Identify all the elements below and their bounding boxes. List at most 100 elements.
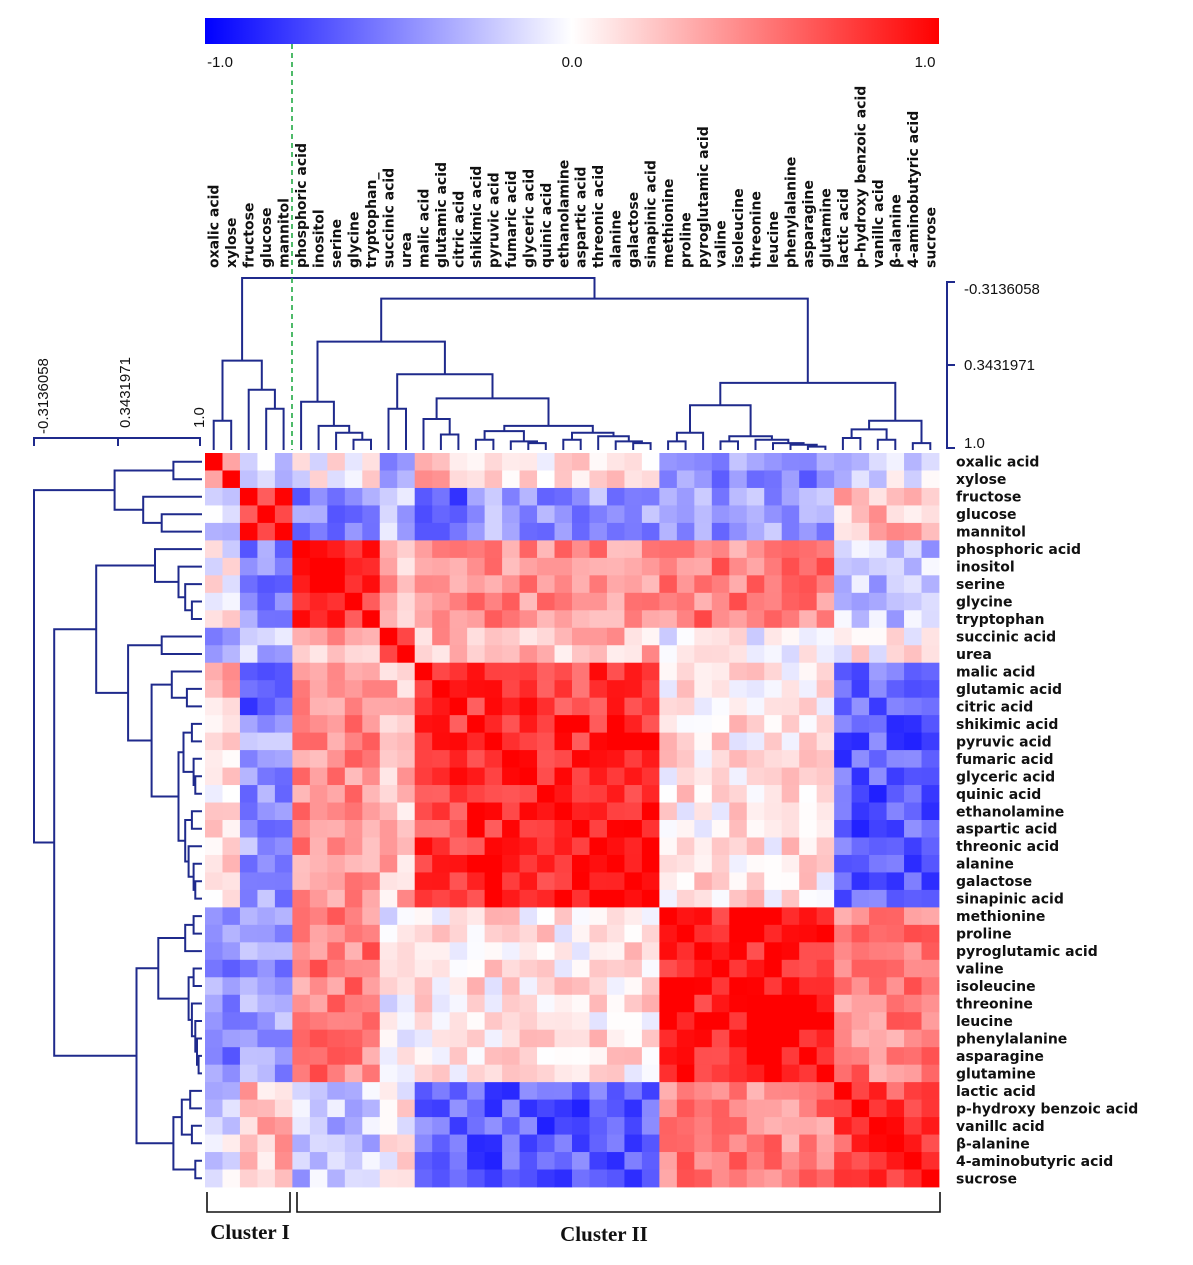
heatmap-cell — [257, 505, 276, 524]
heatmap-cell — [449, 610, 468, 629]
heatmap-cell — [257, 1082, 276, 1101]
heatmap-cell — [606, 802, 625, 821]
heatmap-cell — [327, 1012, 346, 1031]
heatmap-cell — [257, 1012, 276, 1031]
heatmap-cell — [886, 942, 905, 961]
heatmap-cell — [589, 994, 608, 1013]
heatmap-cell — [327, 453, 346, 471]
heatmap-cell — [519, 680, 538, 699]
heatmap-cell — [467, 575, 486, 594]
heatmap-cell — [327, 994, 346, 1013]
heatmap-cell — [921, 994, 940, 1013]
heatmap-cell — [904, 767, 922, 786]
heatmap-cell — [362, 1029, 381, 1048]
column-label-galactose: galactose — [626, 192, 642, 268]
heatmap-cell — [904, 557, 922, 576]
heatmap-cell — [711, 1012, 730, 1031]
heatmap-cell — [589, 610, 608, 629]
heatmap-cell — [327, 1099, 346, 1118]
heatmap-cell — [205, 977, 223, 996]
heatmap-cell — [834, 785, 853, 803]
heatmap-cell — [624, 889, 643, 908]
column-label-sinapinic-acid: sinapinic acid — [644, 160, 660, 268]
heatmap-cell — [641, 959, 660, 978]
heatmap-cell — [344, 1152, 363, 1170]
heatmap-cell — [676, 732, 695, 751]
heatmap-cell — [851, 977, 870, 996]
heatmap-cell — [589, 680, 608, 699]
heatmap-cell — [257, 662, 276, 681]
heatmap-cell — [851, 680, 870, 699]
heatmap-cell — [816, 1064, 835, 1083]
heatmap-cell — [851, 575, 870, 594]
heatmap-cell — [694, 889, 713, 908]
heatmap-cell — [694, 1117, 713, 1135]
heatmap-cell — [624, 820, 643, 838]
heatmap-cell — [327, 505, 346, 524]
heatmap-cell — [729, 715, 748, 734]
heatmap-cell — [851, 1169, 870, 1188]
heatmap-cell — [467, 610, 486, 629]
heatmap-cell — [799, 487, 818, 506]
heatmap-cell — [502, 854, 520, 873]
heatmap-cell — [397, 1099, 416, 1118]
heatmap-cell — [676, 1169, 695, 1188]
heatmap-cell — [432, 872, 451, 891]
heatmap-cell — [729, 750, 748, 768]
heatmap-cell — [606, 854, 625, 873]
heatmap-cell — [274, 732, 293, 751]
heatmap-cell — [589, 557, 608, 576]
heatmap-cell — [711, 1064, 730, 1083]
column-label-quinic-acid: quinic acid — [539, 183, 555, 268]
heatmap-cell — [904, 1082, 922, 1101]
row-label-mannitol: mannitol — [956, 525, 1026, 541]
heatmap-cell — [239, 1047, 258, 1066]
heatmap-cell — [327, 1029, 346, 1048]
heatmap-cell — [921, 540, 940, 559]
heatmap-cell — [274, 487, 293, 506]
heatmap-cell — [659, 453, 678, 471]
heatmap-cell — [205, 889, 223, 908]
heatmap-cell — [781, 854, 800, 873]
heatmap-cell — [904, 854, 922, 873]
heatmap-cell — [572, 453, 590, 471]
heatmap-cell — [676, 470, 695, 489]
heatmap-cell — [869, 592, 887, 611]
color-scale-max-label: 1.0 — [915, 54, 936, 71]
heatmap-cell — [379, 1117, 398, 1135]
heatmap-cell — [449, 977, 468, 996]
heatmap-cell — [274, 1047, 293, 1066]
heatmap-cell — [537, 470, 555, 489]
heatmap-cell — [816, 557, 835, 576]
heatmap-cell — [274, 854, 293, 873]
heatmap-cell — [274, 994, 293, 1013]
top-dendrogram-scale-axis — [946, 281, 955, 449]
heatmap-cell — [222, 1047, 241, 1066]
heatmap-cell — [659, 540, 678, 559]
heatmap-cell — [502, 557, 520, 576]
heatmap-cell — [641, 662, 660, 681]
heatmap-cell — [886, 662, 905, 681]
heatmap-cell — [292, 662, 311, 681]
heatmap-cell — [519, 1047, 538, 1066]
row-label-fructose: fructose — [956, 490, 1021, 506]
heatmap-cell — [711, 453, 730, 471]
heatmap-cell — [746, 470, 765, 489]
heatmap-cell — [502, 522, 520, 541]
heatmap-cell — [799, 785, 818, 803]
heatmap-cell — [624, 942, 643, 961]
heatmap-cell — [344, 715, 363, 734]
heatmap-cell — [869, 924, 887, 943]
heatmap-cell — [886, 680, 905, 699]
heatmap-cell — [799, 802, 818, 821]
heatmap-cell — [554, 1047, 573, 1066]
heatmap-cell — [397, 627, 416, 646]
heatmap-cell — [764, 994, 783, 1013]
column-label-glucose: glucose — [259, 207, 275, 268]
heatmap-cell — [816, 610, 835, 629]
heatmap-cell — [572, 785, 590, 803]
heatmap-cell — [746, 732, 765, 751]
heatmap-cell — [309, 1134, 328, 1153]
heatmap-cell — [781, 627, 800, 646]
heatmap-cell — [379, 977, 398, 996]
